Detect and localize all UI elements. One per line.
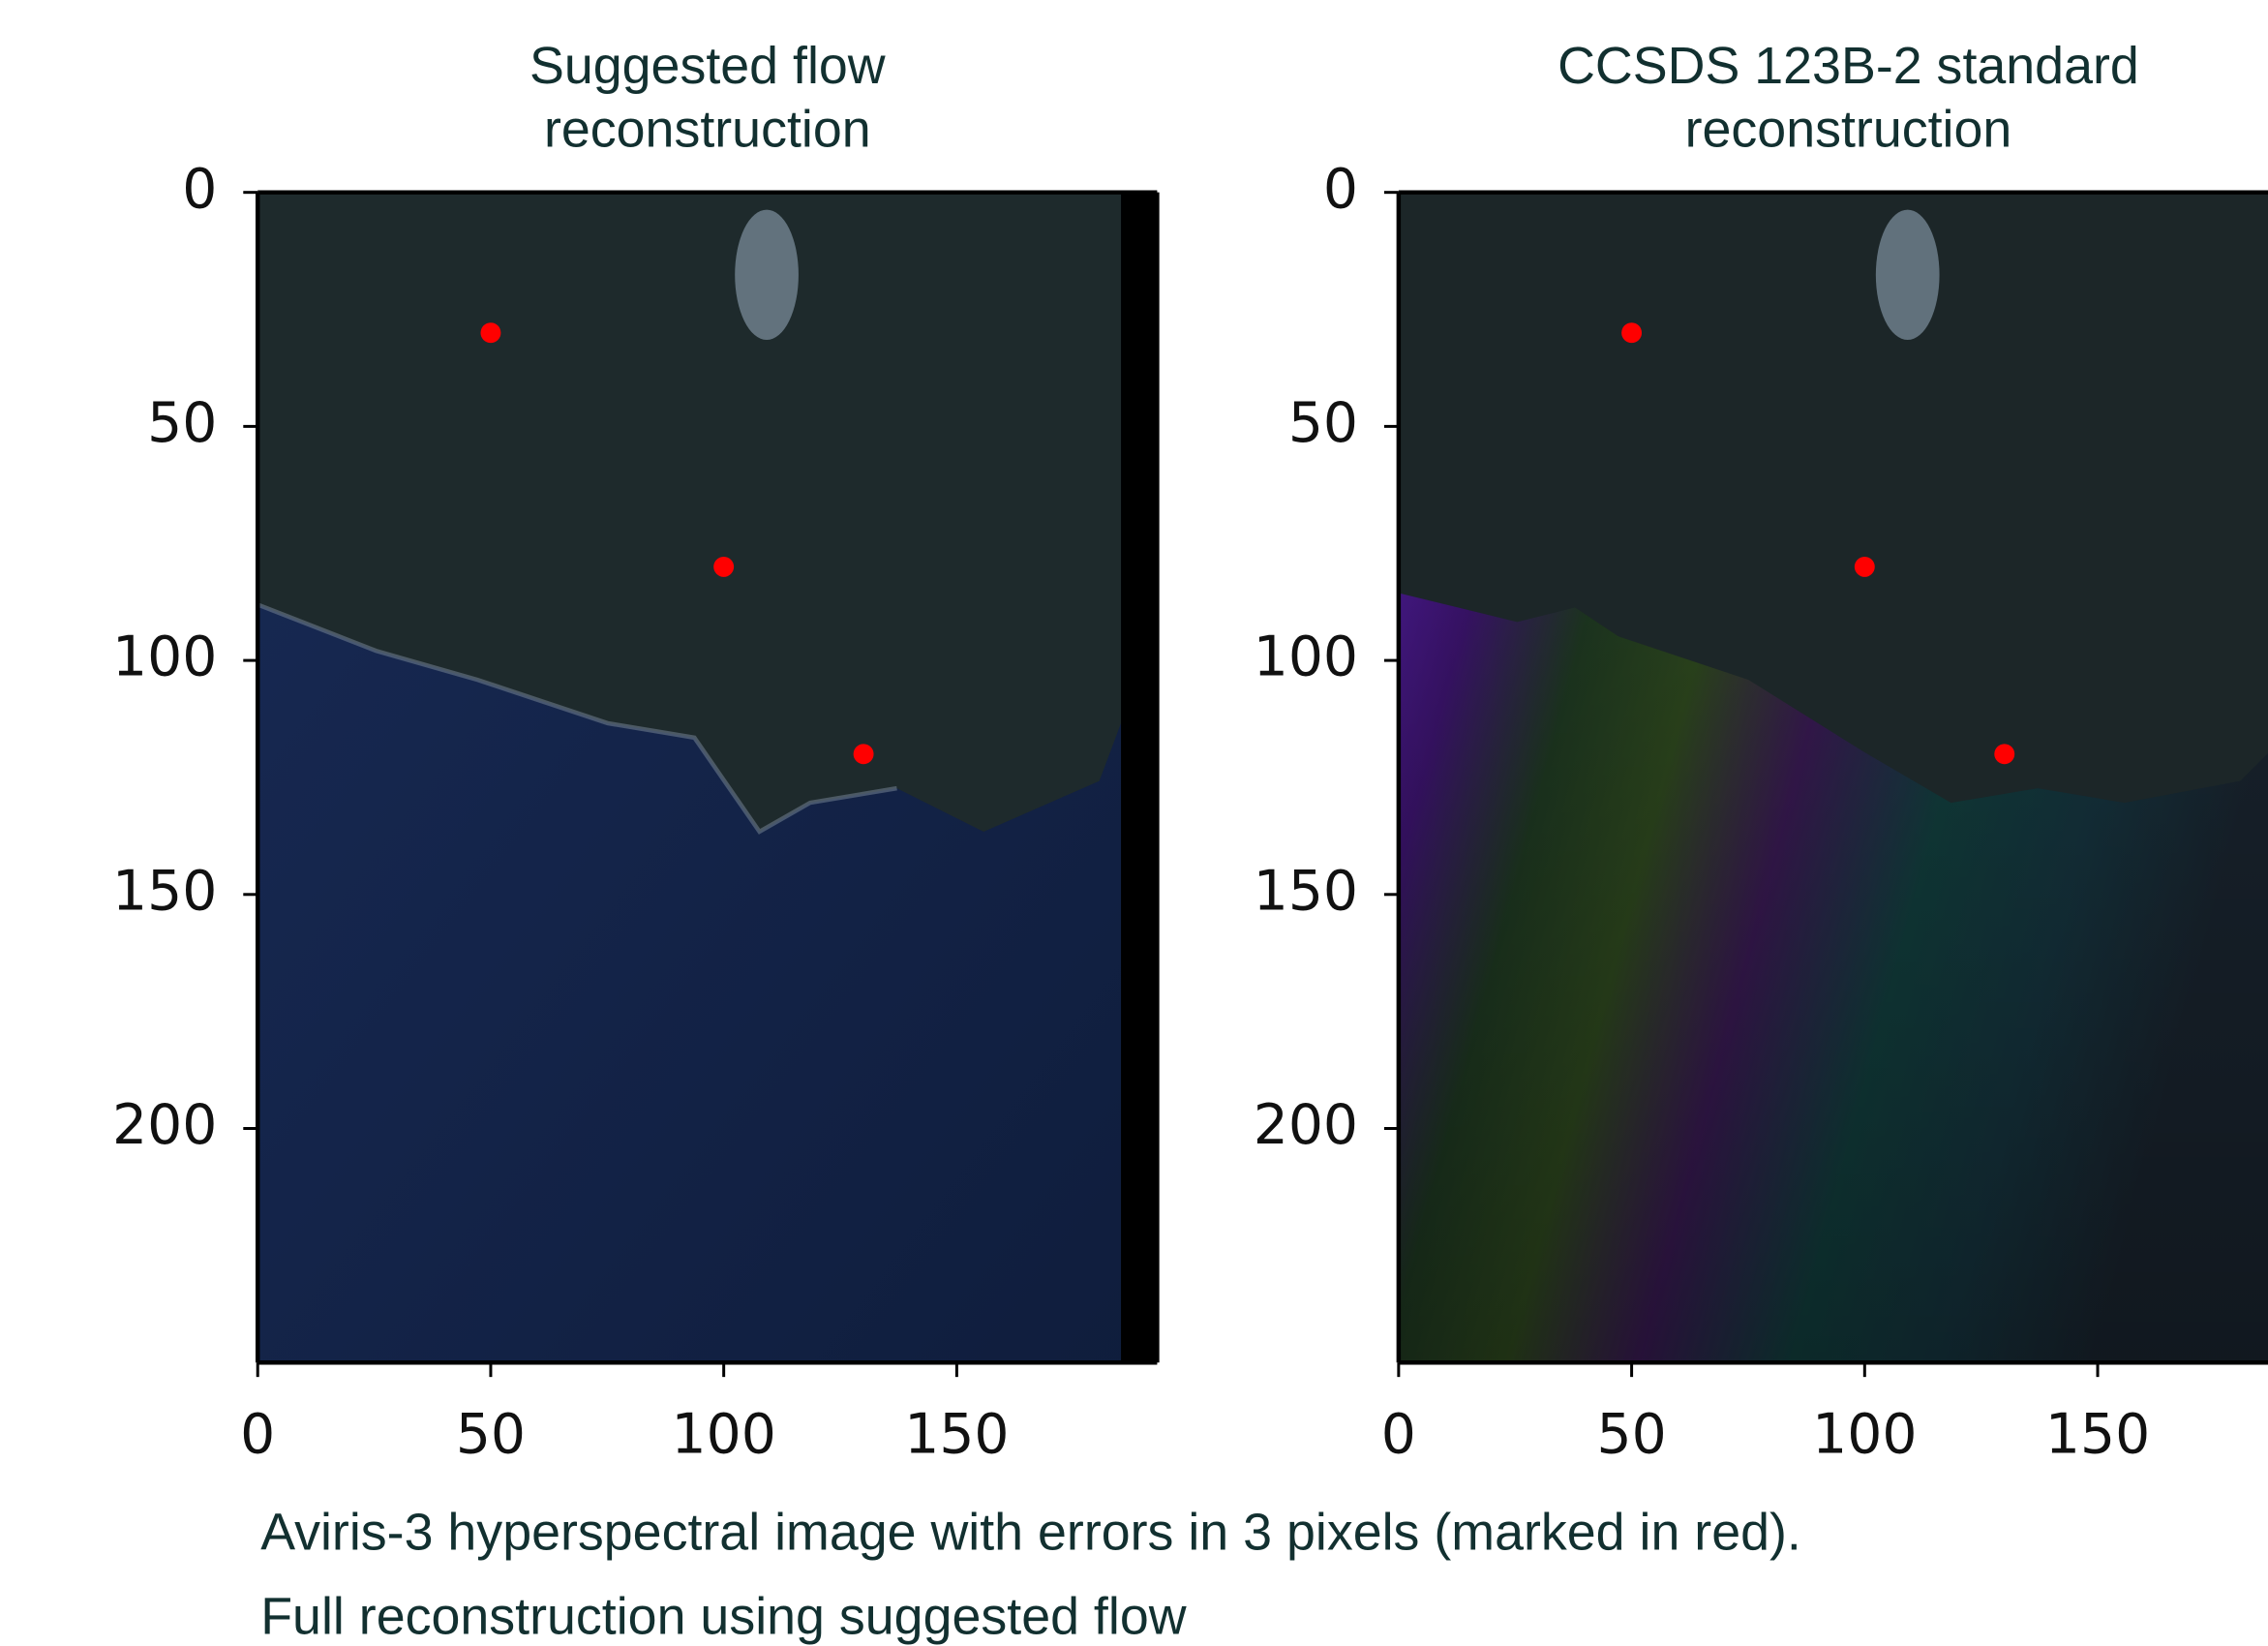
caption-line: Full reconstruction using suggested flow xyxy=(260,1587,1187,1645)
error-pixel xyxy=(1994,744,2015,765)
error-pixel xyxy=(713,556,735,577)
x-tick-label: 0 xyxy=(240,1403,275,1467)
x-tick-label: 50 xyxy=(456,1403,526,1467)
error-pixel xyxy=(1854,556,1875,577)
x-tick-label: 0 xyxy=(1381,1403,1416,1467)
y-tick-label: 100 xyxy=(1254,625,1358,689)
y-tick-label: 150 xyxy=(1254,859,1358,923)
y-tick-label: 50 xyxy=(1288,391,1358,455)
caption-line: Aviris-3 hyperspectral image with errors… xyxy=(260,1504,1801,1562)
error-pixel xyxy=(1621,322,1643,344)
plots: Suggested flow reconstruction 0 50 100 150 200… xyxy=(112,37,2268,1467)
chart-title: reconstruction xyxy=(1685,101,2012,159)
chart-title: CCSDS 123B-2 standard xyxy=(1557,37,2139,95)
x-tick-label: 100 xyxy=(672,1403,776,1467)
x-tick-label: 100 xyxy=(1812,1403,1917,1467)
chart-title: reconstruction xyxy=(544,101,871,159)
y-tick-label: 200 xyxy=(112,1093,217,1157)
x-tick-label: 50 xyxy=(1596,1403,1666,1467)
y-tick-label: 100 xyxy=(112,625,217,689)
image-2 xyxy=(1398,192,2268,1363)
y-tick-label: 200 xyxy=(1254,1093,1358,1157)
x-tick-label: 150 xyxy=(904,1403,1009,1467)
x-tick-label: 150 xyxy=(2045,1403,2150,1467)
error-pixel xyxy=(480,322,501,344)
chart-title: Suggested flow xyxy=(529,37,886,95)
image-1 xyxy=(257,192,1158,1363)
y-tick-label: 50 xyxy=(147,391,217,455)
y-tick-label: 0 xyxy=(1323,157,1358,221)
y-tick-label: 0 xyxy=(182,157,217,221)
error-pixel xyxy=(853,744,874,765)
y-tick-label: 150 xyxy=(112,859,217,923)
